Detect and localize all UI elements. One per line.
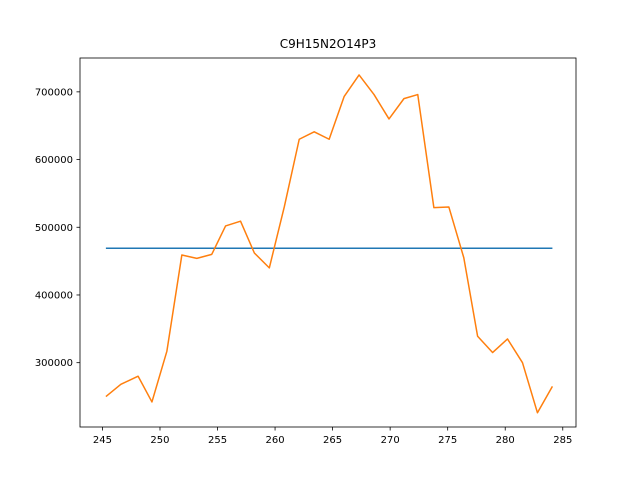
y-tick-label: 300000 xyxy=(35,358,73,369)
x-tick-label: 285 xyxy=(553,435,572,446)
x-tick-label: 250 xyxy=(150,435,169,446)
series-layer xyxy=(105,74,554,414)
x-tick-label: 275 xyxy=(438,435,457,446)
x-tick-label: 255 xyxy=(208,435,227,446)
x-tick-label: 265 xyxy=(323,435,342,446)
x-tick-label: 270 xyxy=(381,435,400,446)
plot-frame xyxy=(79,57,577,428)
y-tick-label: 400000 xyxy=(35,290,73,301)
y-tick-label: 500000 xyxy=(35,223,73,234)
chart-title: C9H15N2O14P3 xyxy=(280,37,377,51)
y-axis: 300000 400000 500000 600000 700000 xyxy=(35,87,80,369)
x-tick-label: 260 xyxy=(266,435,285,446)
x-tick-label: 245 xyxy=(93,435,112,446)
x-axis: 245 250 255 260 265 270 275 280 285 xyxy=(93,427,572,446)
x-tick-label: 280 xyxy=(496,435,515,446)
series-line-2 xyxy=(105,74,554,414)
y-tick-label: 600000 xyxy=(35,155,73,166)
y-tick-label: 700000 xyxy=(35,87,73,98)
